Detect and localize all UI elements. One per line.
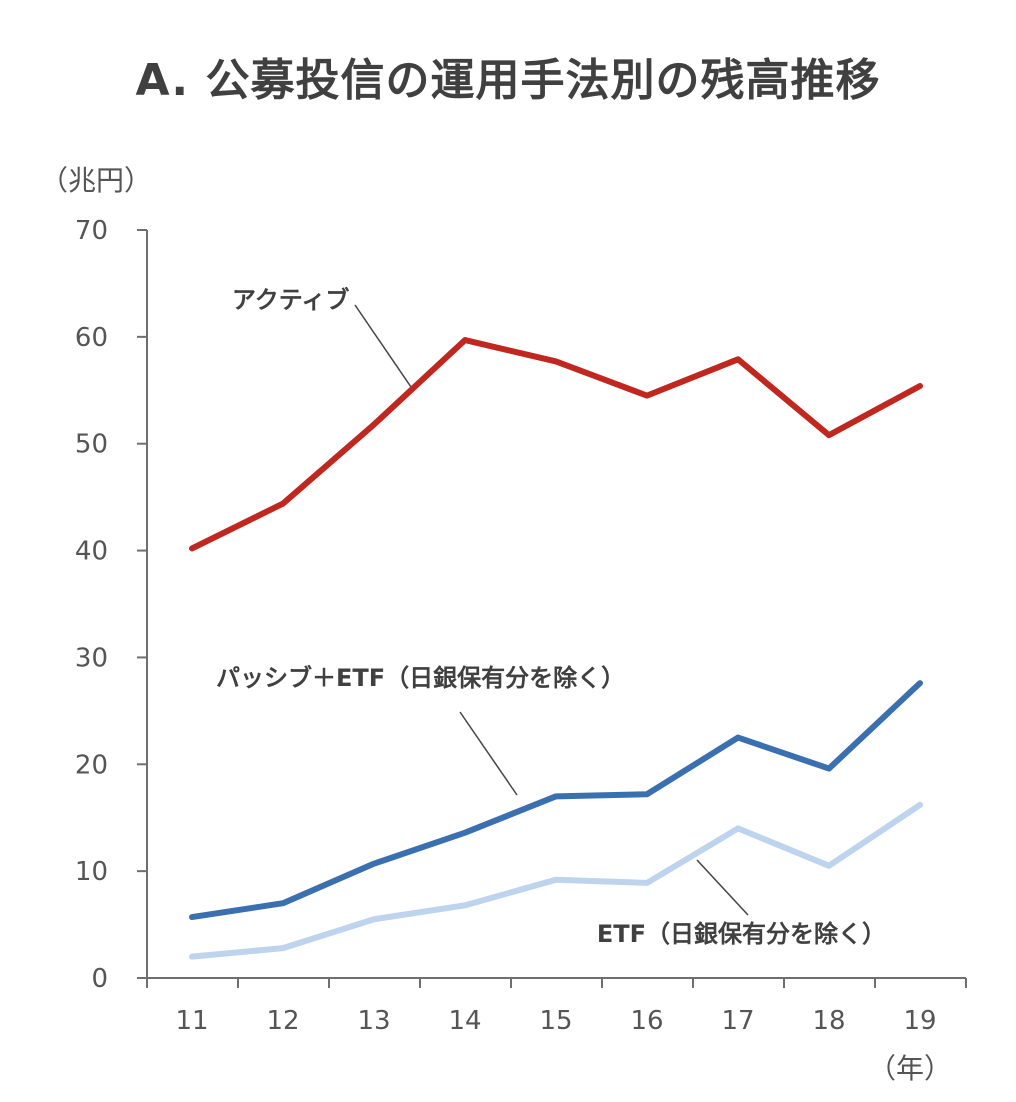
series-line-2 [189, 801, 923, 960]
x-tick-label: 14 [448, 1006, 481, 1036]
series-lines [189, 337, 923, 960]
x-tick-label: 12 [266, 1006, 299, 1036]
series-label-2: ETF（日銀保有分を除く） [597, 920, 886, 948]
series-line-0 [189, 337, 923, 552]
series-label-1: パッシブ＋ETF（日銀保有分を除く） [216, 664, 625, 692]
y-tick-label: 60 [75, 323, 108, 353]
y-axis-label: （兆円） [40, 164, 152, 197]
x-tick-label: 16 [630, 1006, 663, 1036]
x-axis-label: （年） [868, 1052, 952, 1085]
x-tick-label: 18 [812, 1006, 845, 1036]
chart-title: A. 公募投信の運用手法別の残高推移 [135, 55, 881, 106]
y-tick-label: 20 [75, 750, 108, 780]
y-tick-label: 40 [75, 537, 108, 567]
y-tick-label: 30 [75, 643, 108, 673]
annotation-leaders [354, 304, 749, 916]
x-tick-label: 15 [539, 1006, 572, 1036]
labels: 0 10 20 30 40 50 60 70 11 12 13 14 15 16 17 18 19 （兆円） （年）… [40, 164, 952, 1085]
axes [137, 229, 967, 988]
series-label-0: アクティブ [232, 286, 349, 314]
x-tick-label: 11 [175, 1006, 208, 1036]
leader-line-2 [696, 859, 749, 916]
y-tick-label: 70 [75, 216, 108, 246]
series-line-1 [189, 680, 923, 921]
x-tick-label: 17 [721, 1006, 754, 1036]
x-tick-label: 19 [903, 1006, 936, 1036]
y-tick-label: 50 [75, 430, 108, 460]
y-tick-label: 0 [91, 964, 108, 994]
x-tick-label: 13 [357, 1006, 390, 1036]
leader-line-0 [354, 304, 412, 388]
leader-line-1 [459, 711, 518, 796]
y-tick-label: 10 [75, 857, 108, 887]
